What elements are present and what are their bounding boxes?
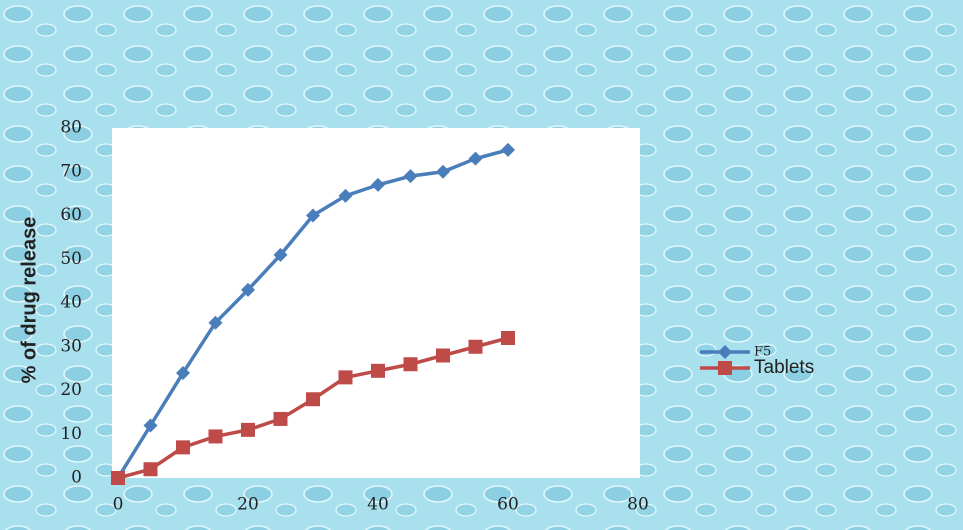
marker: [371, 364, 385, 378]
marker: [241, 423, 255, 437]
marker: [469, 340, 483, 354]
marker: [176, 440, 190, 454]
y-tick-label: 0: [71, 468, 82, 488]
y-tick-label: 70: [60, 161, 82, 181]
x-tick-label: 40: [367, 495, 389, 515]
y-axis-label: % of drug release: [18, 217, 40, 384]
marker: [144, 462, 158, 476]
marker: [339, 370, 353, 384]
marker: [404, 357, 418, 371]
x-tick-label: 20: [237, 495, 259, 515]
y-tick-label: 30: [60, 336, 82, 356]
x-tick-label: 0: [113, 495, 124, 515]
x-tick-label: 80: [627, 495, 649, 515]
y-tick-label: 20: [60, 380, 82, 400]
marker: [111, 471, 125, 485]
marker: [209, 429, 223, 443]
legend-label: Tablets: [754, 357, 814, 378]
chart: % of drug release 0 10 20 30 40 50 60 70 80 0 20 40…: [0, 0, 963, 530]
y-tick-label: 50: [60, 249, 82, 269]
x-tick-label: 60: [497, 495, 519, 515]
marker: [436, 349, 450, 363]
y-tick-label: 60: [60, 205, 82, 225]
y-tick-label: 80: [60, 118, 82, 138]
marker: [274, 412, 288, 426]
marker: [306, 392, 320, 406]
legend-marker: [718, 361, 732, 375]
y-tick-label: 10: [60, 424, 82, 444]
marker: [501, 331, 515, 345]
y-tick-label: 40: [60, 293, 82, 313]
